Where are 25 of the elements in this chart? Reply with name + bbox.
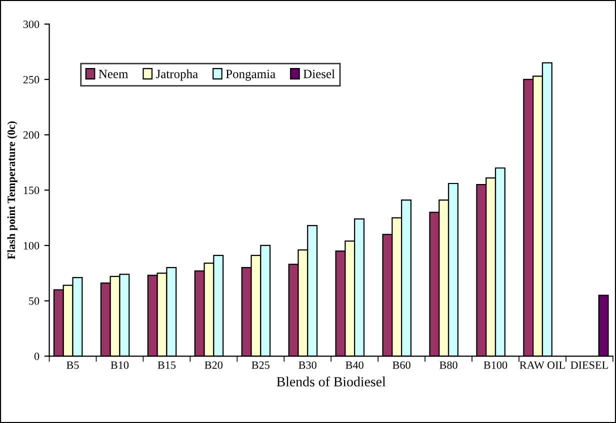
x-tick-label: B60: [392, 361, 410, 369]
y-tick-label: 200: [23, 131, 40, 139]
y-tick-label: 300: [23, 20, 40, 28]
x-tick-label: B15: [158, 361, 176, 369]
x-tick-label: B10: [110, 361, 129, 369]
y-tick-label: 0: [34, 352, 40, 360]
legend-label: Diesel: [303, 69, 335, 78]
y-axis-title: Flash point Temperature (0c): [7, 121, 18, 260]
x-tick-label: B30: [298, 361, 316, 369]
y-tick-label: 100: [24, 242, 40, 250]
legend-label: Neem: [98, 70, 128, 78]
x-tick-label: DIESEL: [570, 361, 608, 369]
y-tick-label: 250: [23, 76, 40, 84]
y-tick-label: 50: [29, 297, 40, 305]
x-tick-label: B5: [66, 361, 79, 369]
legend-label: Jatropha: [156, 69, 198, 81]
x-tick-label: B80: [440, 361, 458, 369]
x-axis-title: Blends of Biodiesel: [276, 376, 386, 386]
y-tick-label: 150: [24, 186, 40, 194]
x-tick-label: RAW OIL: [520, 361, 565, 369]
x-tick-label: B20: [204, 361, 223, 369]
x-tick-label: B100: [484, 361, 508, 369]
x-tick-label: B25: [252, 361, 270, 369]
legend-label: Pongamia: [226, 70, 276, 81]
x-tick-label: B40: [346, 361, 364, 369]
